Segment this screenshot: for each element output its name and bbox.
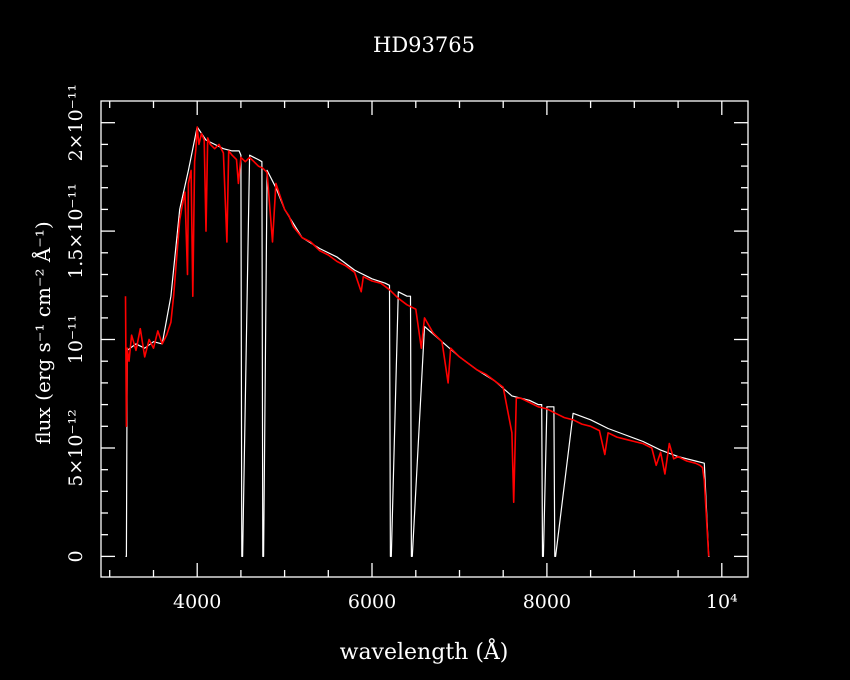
plot-frame [100, 100, 749, 578]
x-tick-label: 6000 [348, 591, 396, 613]
y-axis-label: flux (erg s⁻¹ cm⁻² Å⁻¹) [30, 221, 55, 444]
x-tick-label: 8000 [523, 591, 571, 613]
y-tick-label: 10⁻¹¹ [65, 315, 87, 364]
y-tick-label: 1.5×10⁻¹¹ [65, 183, 87, 279]
y-tick-label: 2×10⁻¹¹ [65, 84, 87, 161]
x-tick-label: 10⁴ [706, 591, 738, 613]
spectrum-series-1 [124, 126, 710, 557]
y-tick-label: 5×10⁻¹² [65, 409, 87, 486]
spectrum-series-0 [125, 126, 710, 558]
x-tick-label: 4000 [173, 591, 221, 613]
chart-title: HD93765 [373, 33, 475, 57]
x-axis-label: wavelength (Å) [340, 637, 509, 665]
plot-area: 4000 6000 8000 10⁴ 0 5×10⁻¹² 10⁻¹¹ 1.5×10⁻¹¹ 2×1… [65, 84, 749, 613]
y-tick-label: 0 [65, 550, 87, 562]
